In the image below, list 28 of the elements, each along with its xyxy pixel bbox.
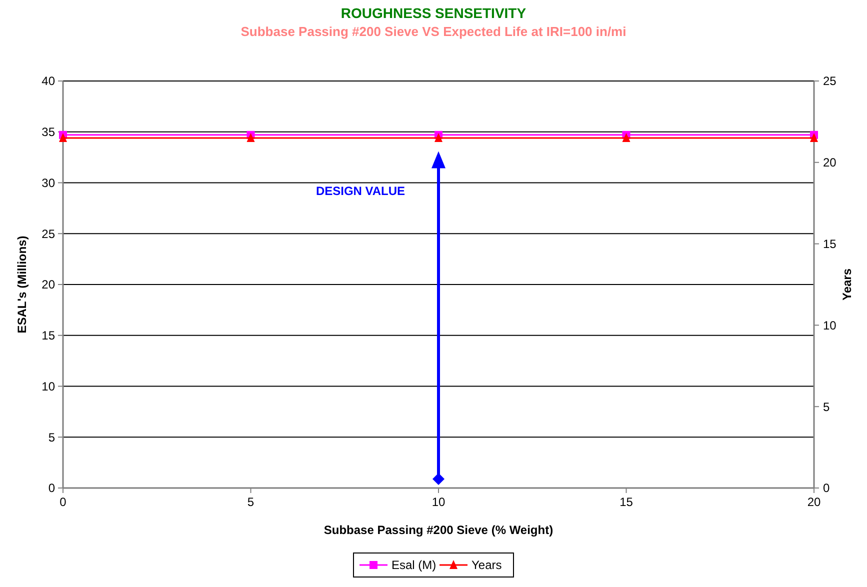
y2-tick-label: 5 xyxy=(823,400,830,414)
y-tick-label: 35 xyxy=(42,125,56,140)
y2-tick-label: 0 xyxy=(823,481,830,496)
chart-title: ROUGHNESS SENSETIVITY xyxy=(340,5,527,21)
x-tick-label: 5 xyxy=(247,495,254,509)
x-tick-label: 15 xyxy=(620,495,634,509)
y-tick-label: 40 xyxy=(42,74,56,88)
y-tick-label: 15 xyxy=(42,328,56,343)
y-tick-label: 30 xyxy=(42,176,56,190)
y2-tick-label: 10 xyxy=(823,318,837,332)
legend-label: Esal (M) xyxy=(392,558,436,572)
x-axis-title: Subbase Passing #200 Sieve (% Weight) xyxy=(324,523,554,537)
y-axis-title: ESAL's (Millions) xyxy=(15,236,29,334)
y2-axis-title: Years xyxy=(840,268,854,301)
y-tick-label: 5 xyxy=(48,430,56,444)
x-tick-label: 20 xyxy=(807,495,821,509)
y-tick-label: 20 xyxy=(42,278,56,292)
chart-subtitle: Subbase Passing #200 Sieve VS Expected Life at IRI=100 in/mi xyxy=(240,24,626,39)
y-tick-label: 10 xyxy=(42,379,56,394)
y-tick-label: 0 xyxy=(48,481,56,496)
ref-line-label: DESIGN VALUE xyxy=(316,184,406,198)
y2-tick-label: 20 xyxy=(823,156,837,170)
y2-tick-label: 25 xyxy=(823,74,837,88)
y-tick-label: 25 xyxy=(42,226,56,241)
y2-tick-label: 15 xyxy=(823,237,837,251)
x-tick-label: 10 xyxy=(432,495,446,509)
legend-label: Years xyxy=(472,558,502,572)
x-tick-label: 0 xyxy=(60,495,67,509)
